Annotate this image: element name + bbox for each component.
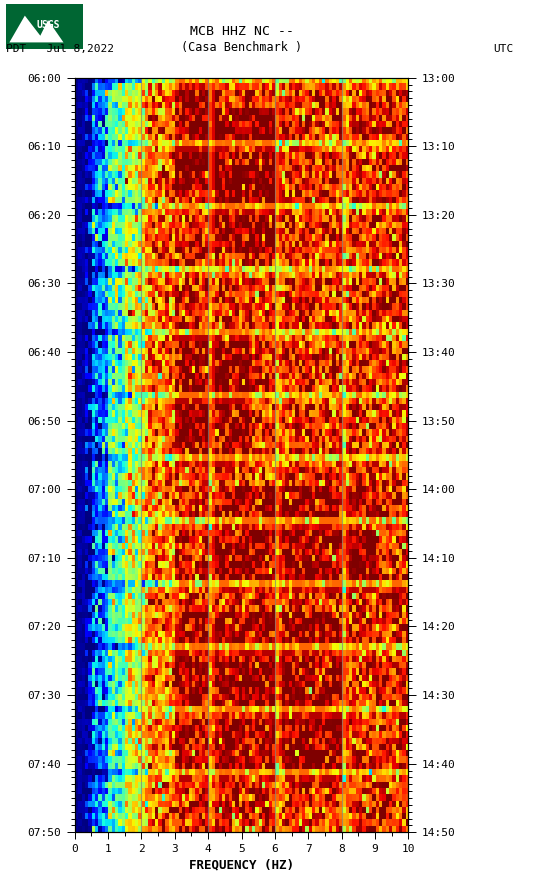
Text: PDT   Jul 8,2022: PDT Jul 8,2022 [6, 44, 114, 54]
Text: UTC: UTC [493, 44, 513, 54]
Text: (Casa Benchmark ): (Casa Benchmark ) [181, 40, 302, 54]
Text: USGS: USGS [36, 20, 60, 29]
FancyBboxPatch shape [6, 4, 83, 49]
Text: MCB HHZ NC --: MCB HHZ NC -- [189, 24, 294, 38]
X-axis label: FREQUENCY (HZ): FREQUENCY (HZ) [189, 858, 294, 872]
Polygon shape [9, 16, 63, 42]
